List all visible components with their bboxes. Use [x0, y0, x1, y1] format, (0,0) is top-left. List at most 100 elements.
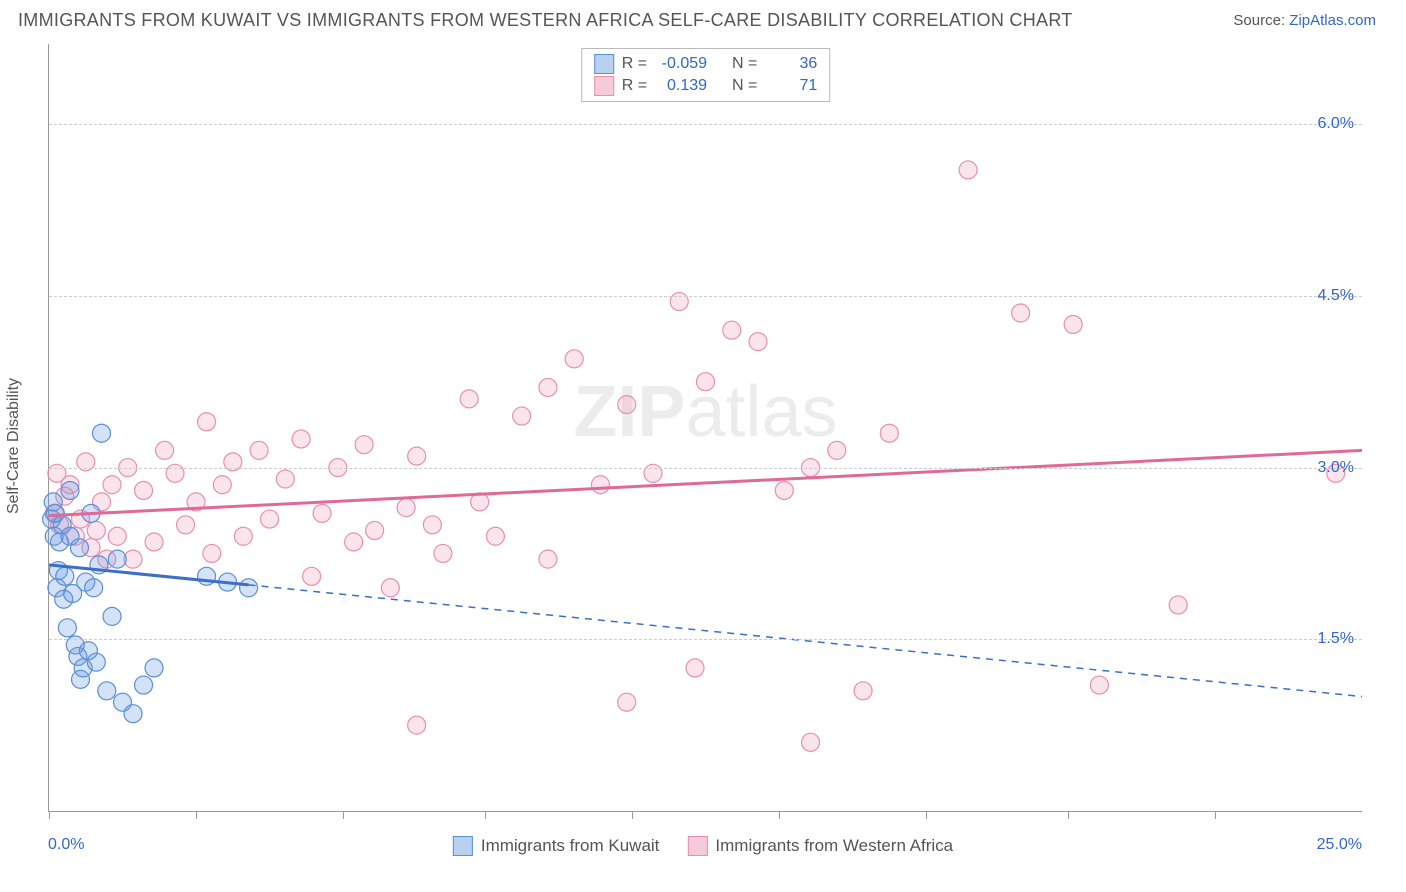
- data-point: [854, 682, 872, 700]
- data-point: [58, 619, 76, 637]
- x-tick: [779, 811, 780, 819]
- data-point: [1090, 676, 1108, 694]
- data-point: [108, 527, 126, 545]
- y-axis-title: Self-Care Disability: [5, 378, 23, 514]
- data-point: [423, 516, 441, 534]
- gridline: [49, 468, 1362, 469]
- data-point: [1169, 596, 1187, 614]
- data-point: [460, 390, 478, 408]
- y-tick-label: 4.5%: [1318, 287, 1354, 305]
- data-point: [103, 476, 121, 494]
- swatch-kuwait-icon: [453, 836, 473, 856]
- x-tick: [343, 811, 344, 819]
- swatch-western-africa: [594, 76, 614, 96]
- x-axis-min-label: 0.0%: [48, 836, 84, 854]
- data-point: [292, 430, 310, 448]
- data-point: [103, 607, 121, 625]
- data-point: [775, 481, 793, 499]
- data-point: [303, 567, 321, 585]
- page-title: IMMIGRANTS FROM KUWAIT VS IMMIGRANTS FRO…: [18, 10, 1073, 31]
- x-tick: [485, 811, 486, 819]
- data-point: [1064, 315, 1082, 333]
- data-point: [276, 470, 294, 488]
- data-point: [177, 516, 195, 534]
- data-point: [56, 567, 74, 585]
- data-point: [828, 441, 846, 459]
- data-point: [408, 447, 426, 465]
- data-point: [93, 424, 111, 442]
- data-point: [261, 510, 279, 528]
- data-point: [959, 161, 977, 179]
- data-point: [618, 693, 636, 711]
- data-point: [240, 579, 258, 597]
- data-point: [366, 522, 384, 540]
- data-point: [434, 544, 452, 562]
- swatch-kuwait: [594, 54, 614, 74]
- gridline: [49, 124, 1362, 125]
- y-tick-label: 6.0%: [1318, 115, 1354, 133]
- x-tick: [196, 811, 197, 819]
- data-point: [234, 527, 252, 545]
- data-point: [87, 522, 105, 540]
- x-tick: [632, 811, 633, 819]
- data-point: [397, 499, 415, 517]
- data-point: [749, 333, 767, 351]
- data-point: [539, 550, 557, 568]
- data-point: [87, 653, 105, 671]
- x-tick: [1215, 811, 1216, 819]
- x-tick: [1068, 811, 1069, 819]
- data-point: [802, 733, 820, 751]
- data-point: [513, 407, 531, 425]
- legend-row-western-africa: R = 0.139 N = 71: [594, 75, 818, 97]
- gridline: [49, 296, 1362, 297]
- legend-row-kuwait: R = -0.059 N = 36: [594, 53, 818, 75]
- swatch-western-africa-icon: [687, 836, 707, 856]
- x-axis-max-label: 25.0%: [1317, 836, 1362, 854]
- data-point: [198, 413, 216, 431]
- data-point: [98, 682, 116, 700]
- data-point: [145, 533, 163, 551]
- legend-item-kuwait: Immigrants from Kuwait: [453, 836, 660, 856]
- data-point: [85, 579, 103, 597]
- data-point: [345, 533, 363, 551]
- data-point: [381, 579, 399, 597]
- data-point: [565, 350, 583, 368]
- data-point: [70, 539, 88, 557]
- data-point: [145, 659, 163, 677]
- data-point: [213, 476, 231, 494]
- data-point: [591, 476, 609, 494]
- gridline: [49, 639, 1362, 640]
- data-point: [313, 504, 331, 522]
- data-point: [124, 705, 142, 723]
- data-point: [135, 481, 153, 499]
- data-point: [723, 321, 741, 339]
- data-point: [539, 378, 557, 396]
- legend-label-kuwait: Immigrants from Kuwait: [481, 836, 660, 856]
- data-point: [61, 481, 79, 499]
- legend-item-western-africa: Immigrants from Western Africa: [687, 836, 953, 856]
- data-point: [880, 424, 898, 442]
- data-point: [108, 550, 126, 568]
- y-tick-label: 1.5%: [1318, 630, 1354, 648]
- trend-line: [49, 450, 1362, 515]
- data-point: [355, 436, 373, 454]
- data-point: [1012, 304, 1030, 322]
- series-legend: Immigrants from Kuwait Immigrants from W…: [453, 836, 953, 856]
- data-point: [408, 716, 426, 734]
- data-point: [618, 396, 636, 414]
- trend-line-extrapolated: [249, 585, 1362, 697]
- data-point: [203, 544, 221, 562]
- data-point: [686, 659, 704, 677]
- source-attribution: Source: ZipAtlas.com: [1233, 12, 1376, 29]
- data-point: [135, 676, 153, 694]
- data-point: [486, 527, 504, 545]
- scatter-svg: [49, 44, 1362, 811]
- data-point: [250, 441, 268, 459]
- x-tick: [926, 811, 927, 819]
- legend-label-western-africa: Immigrants from Western Africa: [715, 836, 953, 856]
- source-link[interactable]: ZipAtlas.com: [1289, 12, 1376, 29]
- correlation-legend: R = -0.059 N = 36 R = 0.139 N = 71: [581, 48, 831, 102]
- data-point: [697, 373, 715, 391]
- data-point: [156, 441, 174, 459]
- y-tick-label: 3.0%: [1318, 459, 1354, 477]
